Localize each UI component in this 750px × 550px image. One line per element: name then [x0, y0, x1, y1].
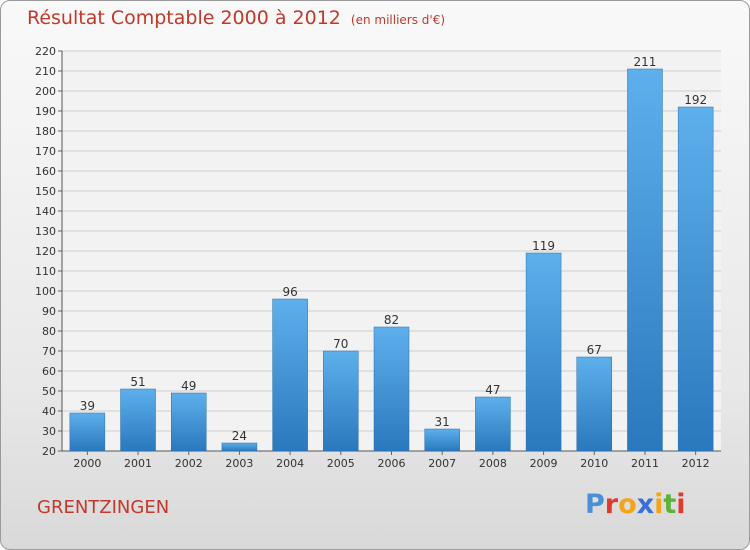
y-tick-label: 210: [35, 65, 56, 78]
y-tick-label: 20: [42, 445, 56, 458]
x-tick-label: 2005: [327, 457, 355, 470]
x-tick-label: 2006: [378, 457, 406, 470]
bar-2002: [170, 392, 207, 452]
bar-2008: [475, 396, 511, 452]
bar-value-label: 96: [282, 285, 297, 299]
y-tick-label: 90: [42, 305, 56, 318]
y-tick-label: 160: [35, 165, 56, 178]
y-tick-label: 170: [35, 145, 56, 158]
title-text: Résultat Comptable 2000 à 2012: [27, 7, 341, 29]
y-tick-label: 100: [35, 285, 56, 298]
bar-2004: [272, 298, 308, 452]
bar-2012: [677, 106, 714, 452]
bar-2010: [576, 356, 613, 452]
logo-letter: o: [618, 489, 637, 520]
bar-value-label: 119: [532, 239, 555, 253]
bar-2003: [221, 442, 258, 452]
bar-2007: [424, 428, 460, 452]
x-tick-label: 2002: [175, 457, 203, 470]
bar-value-label: 31: [435, 415, 450, 429]
bar-value-label: 39: [80, 399, 95, 413]
x-tick-label: 2007: [428, 457, 456, 470]
y-tick-label: 180: [35, 125, 56, 138]
proxiti-logo: Proxiti: [585, 489, 686, 520]
bar-value-label: 47: [485, 383, 500, 397]
chart-title: Résultat Comptable 2000 à 2012 (en millie…: [27, 7, 445, 29]
x-tick-label: 2010: [580, 457, 608, 470]
logo-letter: r: [604, 489, 619, 520]
y-tick-label: 70: [42, 345, 56, 358]
y-tick-label: 190: [35, 105, 56, 118]
x-tick-label: 2009: [530, 457, 558, 470]
y-tick-label: 80: [42, 325, 56, 338]
bar-2005: [323, 350, 359, 452]
chart-subtitle: (en milliers d'€): [350, 13, 446, 27]
x-tick-label: 2011: [631, 457, 659, 470]
y-tick-label: 110: [35, 265, 56, 278]
bar-2000: [69, 412, 106, 452]
x-tick-label: 2008: [479, 457, 507, 470]
bar-value-label: 70: [333, 337, 348, 351]
x-tick-label: 2001: [124, 457, 152, 470]
bar-2011: [627, 68, 663, 452]
bar-value-label: 211: [634, 55, 657, 69]
x-tick-label: 2003: [225, 457, 253, 470]
bar-value-label: 49: [181, 379, 196, 393]
x-tick-label: 2012: [682, 457, 710, 470]
x-tick-label: 2004: [276, 457, 304, 470]
bar-2009: [525, 252, 562, 452]
x-tick-label: 2000: [73, 457, 101, 470]
bar-2006: [373, 326, 410, 452]
bar-value-label: 24: [232, 429, 247, 443]
y-tick-label: 130: [35, 225, 56, 238]
logo-letter: x: [636, 489, 655, 520]
bar-value-label: 51: [130, 375, 145, 389]
y-tick-label: 140: [35, 205, 56, 218]
logo-letter: t: [663, 489, 677, 520]
y-tick-label: 50: [42, 385, 56, 398]
commune-name: GRENTZINGEN: [37, 497, 170, 518]
y-tick-label: 120: [35, 245, 56, 258]
bar-value-label: 82: [384, 313, 399, 327]
bar-value-label: 192: [684, 93, 707, 107]
bar-value-label: 67: [587, 343, 602, 357]
bar-2001: [120, 388, 156, 452]
logo-letter: i: [654, 489, 664, 520]
y-tick-label: 200: [35, 85, 56, 98]
y-tick-label: 60: [42, 365, 56, 378]
logo-letter: P: [585, 489, 605, 520]
y-tick-label: 150: [35, 185, 56, 198]
y-tick-label: 40: [42, 405, 56, 418]
y-tick-label: 220: [35, 45, 56, 58]
y-tick-label: 30: [42, 425, 56, 438]
logo-letter: i: [676, 489, 686, 520]
